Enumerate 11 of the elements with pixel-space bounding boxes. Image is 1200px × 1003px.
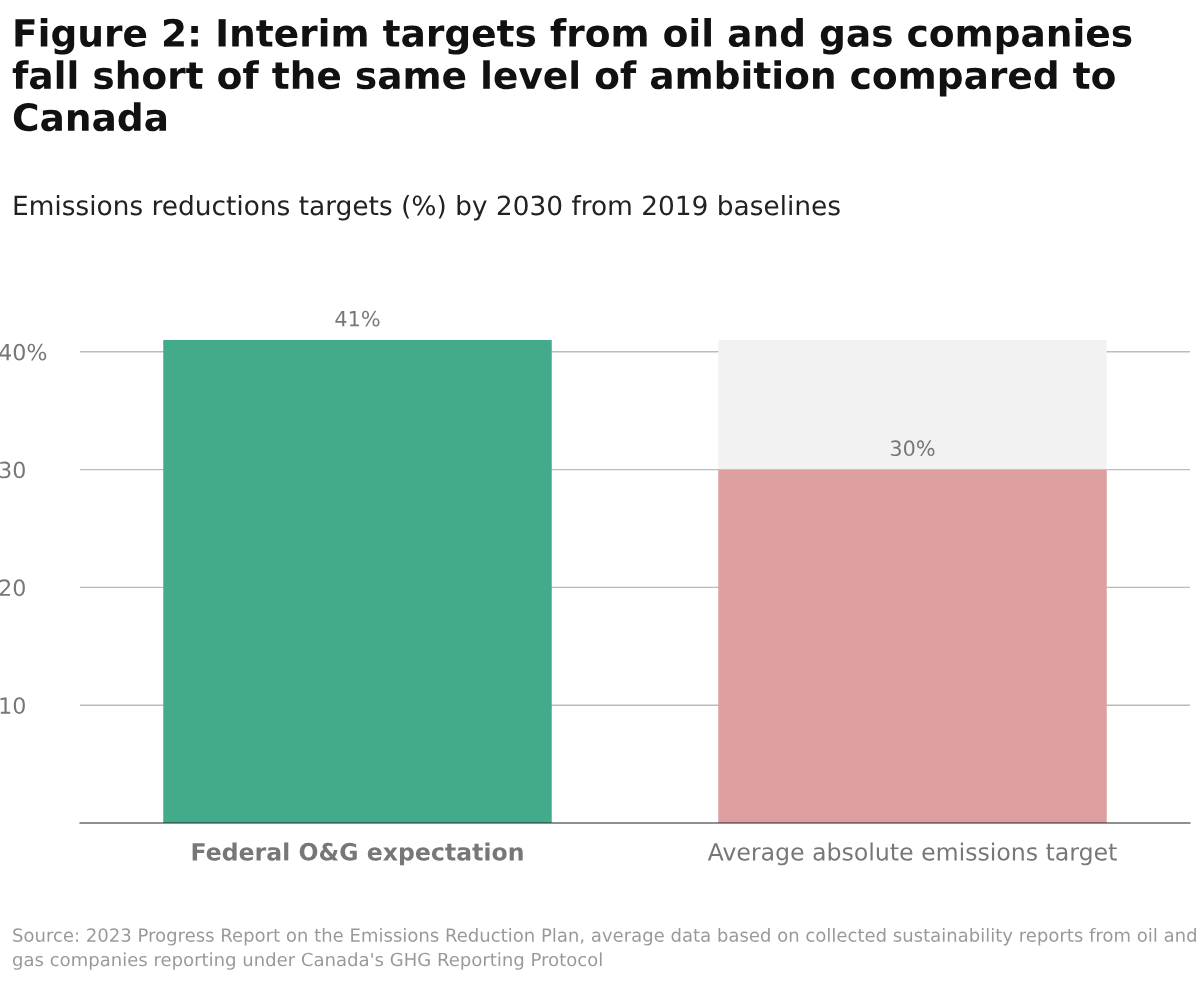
chart-subtitle: Emissions reductions targets (%) by 2030 from 2019 baselines	[14, 195, 840, 221]
chart-title: Figure 2: Interim targets from oil and gas companies fall short of the same level of ambition compared to Canada	[12, 18, 1132, 132]
source-note: Source: 2023 Progress Report on the Emissions Reduction Plan, average data based on collected sustainability reports from oil and gas companies reporting under Canada's GHG Reporting Protocol	[13, 928, 1196, 970]
y-tick-label: 30	[0, 461, 25, 479]
y-tick-label: 20	[0, 579, 25, 597]
data-label: 41%	[335, 310, 380, 327]
data-label: 30%	[890, 440, 935, 457]
y-tick-label: 10	[0, 697, 25, 714]
x-tick-label: Average absolute emissions target	[707, 842, 1117, 866]
x-tick-label: Federal O&G expectation	[192, 842, 523, 866]
y-tick-label: 40%	[0, 343, 47, 361]
